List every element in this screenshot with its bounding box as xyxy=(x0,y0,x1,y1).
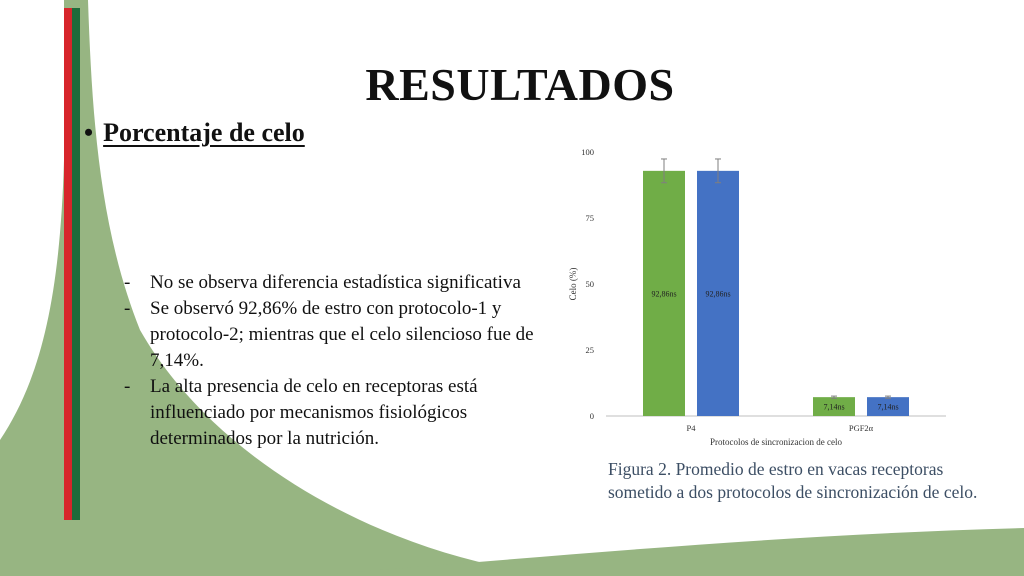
dash-glyph: - xyxy=(124,272,131,293)
x-tick-label: P4 xyxy=(687,423,697,433)
dash-glyph: - xyxy=(124,376,131,397)
finding-text: La alta presencia de celo en receptoras … xyxy=(150,376,478,449)
finding-item: - No se observa diferencia estadística si… xyxy=(124,270,564,296)
dash-glyph: - xyxy=(124,298,131,319)
bar-chart: 0 25 50 75 100 92,86ns 92,86ns P4 7,14ns 7,14ns PG… xyxy=(568,147,946,447)
data-label: 92,86ns xyxy=(705,289,730,298)
y-axis-title: Celo (%) xyxy=(568,268,578,301)
y-tick-label: 25 xyxy=(586,345,595,355)
bar xyxy=(867,397,909,416)
y-tick-label: 0 xyxy=(590,411,594,421)
data-label: 7,14ns xyxy=(877,403,898,412)
x-axis-title: Protocolos de sincronizacion de celo xyxy=(710,437,842,447)
section-subtitle: • Porcentaje de celo xyxy=(84,118,305,148)
bullet-glyph: • xyxy=(84,118,94,147)
x-tick-label: PGF2α xyxy=(849,423,874,433)
finding-item: - Se observó 92,86% de estro con protocol… xyxy=(124,296,564,374)
finding-text: Se observó 92,86% de estro con protocolo… xyxy=(150,298,534,371)
bar xyxy=(643,170,685,416)
bar xyxy=(813,397,855,416)
data-label: 7,14ns xyxy=(823,403,844,412)
dark-green-stripe xyxy=(72,8,80,520)
y-tick-label: 75 xyxy=(586,213,595,223)
green-swoosh-left xyxy=(0,0,560,576)
y-tick-label: 50 xyxy=(586,279,595,289)
data-label: 92,86ns xyxy=(651,289,676,298)
figure-caption: Figura 2. Promedio de estro en vacas rec… xyxy=(608,459,978,502)
bar xyxy=(697,170,739,416)
page-title: RESULTADOS xyxy=(365,59,675,110)
y-tick-label: 100 xyxy=(581,147,594,157)
findings-list: - No se observa diferencia estadística si… xyxy=(124,270,564,452)
green-swoosh-bottom xyxy=(300,528,1024,576)
red-stripe xyxy=(64,8,72,520)
finding-item: - La alta presencia de celo en receptora… xyxy=(124,374,564,452)
finding-text: No se observa diferencia estadística sig… xyxy=(150,272,521,293)
subtitle-text: Porcentaje de celo xyxy=(103,118,305,147)
